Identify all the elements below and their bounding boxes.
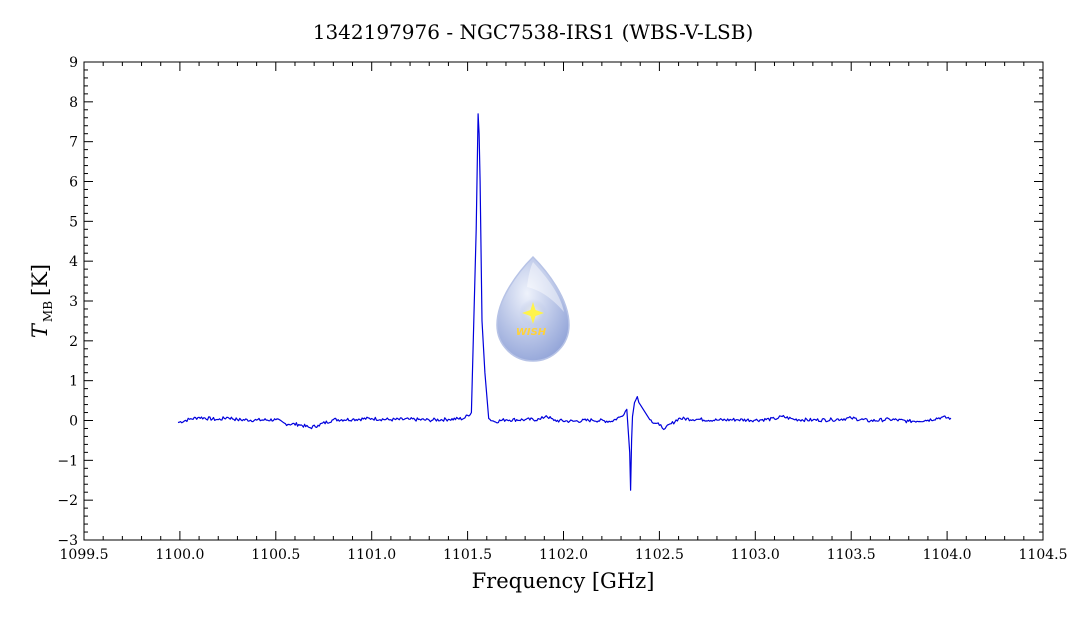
x-tick-label: 1100.0 [155,547,204,563]
y-axis-label: TMB [K] [28,264,55,338]
y-tick-label: 6 [69,175,78,191]
x-tick-label: 1099.5 [60,547,109,563]
x-tick-label: 1100.5 [251,547,300,563]
x-tick-label: 1102.5 [635,547,684,563]
logo-text: WISH [516,327,547,338]
y-tick-label: −1 [57,453,78,469]
x-tick-label: 1102.0 [539,547,588,563]
y-tick-label: 4 [69,254,78,270]
svg-text:Frequency [GHz]: Frequency [GHz] [472,569,655,593]
series-line [177,113,952,491]
y-tick-label: 1 [69,374,78,390]
y-tick-label: −2 [57,493,78,509]
chart-title: 1342197976 - NGC7538-IRS1 (WBS-V-LSB) [313,20,754,44]
x-tick-label: 1101.0 [347,547,396,563]
wish-logo: WISH [496,255,570,362]
x-tick-label: 1103.0 [731,547,780,563]
y-tick-label: 8 [69,95,78,111]
y-tick-label: 7 [69,135,78,151]
plot-frame [83,61,1044,541]
svg-text:TMB[K]: TMB [K] [28,264,55,338]
y-tick-label: 0 [69,414,78,430]
x-tick-label: 1104.5 [1019,547,1067,563]
y-tick-label: −3 [57,533,78,549]
y-label-subscript: MB [41,301,55,322]
y-label-unit: [K] [28,264,52,296]
y-tick-label: 2 [69,334,78,350]
star-icon [522,302,544,324]
y-tick-label: 3 [69,294,78,310]
x-tick-label: 1103.5 [827,547,876,563]
x-tick-label: 1104.0 [923,547,972,563]
y-tick-label: 9 [69,55,78,71]
x-tick-label: 1101.5 [443,547,492,563]
x-axis-label: Frequency [GHz] [472,569,655,593]
y-tick-label: 5 [69,214,78,230]
y-label-symbol: T [28,322,52,338]
